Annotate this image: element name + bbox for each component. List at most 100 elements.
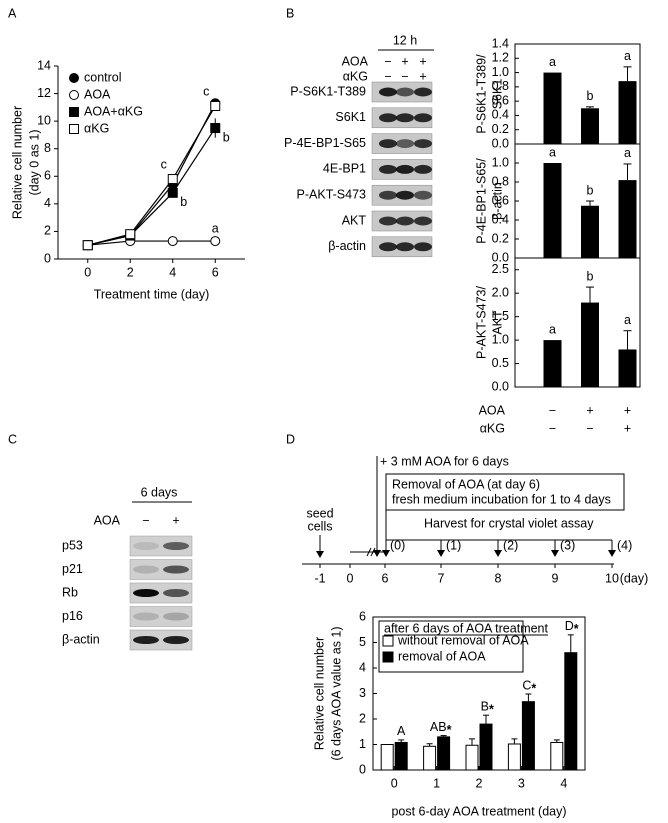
y-tick-label: 0.6 <box>492 193 509 207</box>
timeline-tick-label: 8 <box>495 571 502 585</box>
removal-box <box>385 473 625 511</box>
removal-text: fresh medium incubation for 1 to 4 days <box>392 492 611 506</box>
y-axis-label: β-actin <box>490 182 504 220</box>
point <box>210 236 221 247</box>
blot-time: 6 days <box>141 485 178 499</box>
blot-strip <box>129 535 193 557</box>
y-axis-label: AKT <box>490 310 504 335</box>
legend-label: control <box>84 70 122 84</box>
blot-band <box>133 565 159 574</box>
y-axis-label: (6 days AOA value as 1) <box>329 626 343 760</box>
condition-sign: + <box>624 403 631 417</box>
panel-label: B <box>286 6 294 20</box>
series-line <box>87 105 216 246</box>
blot-band <box>133 589 159 597</box>
y-tick-label: 2.5 <box>492 262 509 276</box>
blot-band <box>396 190 414 200</box>
legend-label: removal of AOA <box>398 649 486 663</box>
significance-letter: a <box>624 49 631 63</box>
y-axis-label: P-AKT-S473/ <box>474 286 488 359</box>
significance-star: * <box>489 702 494 716</box>
timeline-tick-label: 10 <box>605 571 619 585</box>
seed-label: cells <box>307 519 332 533</box>
bar <box>380 744 394 771</box>
blot-label: 4E-BP1 <box>323 162 366 176</box>
bar <box>550 741 564 771</box>
arrow-head <box>316 551 324 558</box>
arrow-head <box>382 550 390 557</box>
blot-band <box>379 139 397 149</box>
significance-letter: a <box>624 313 631 327</box>
blot-strip <box>129 629 193 651</box>
blot-band <box>396 113 414 123</box>
blot-label: S6K1 <box>335 110 366 124</box>
blot-band <box>163 636 189 644</box>
blot-band <box>396 216 414 226</box>
y-tick-label: 6 <box>359 609 366 623</box>
bar <box>465 744 479 771</box>
y-tick-label: 0.8 <box>492 174 509 188</box>
legend-swatch <box>382 651 394 663</box>
y-tick-label: 8 <box>44 141 51 155</box>
harvest-point: (4) <box>617 538 632 552</box>
timeline-tick-label: 0 <box>347 571 354 585</box>
harvest-label: Harvest for crystal violet assay <box>424 516 594 530</box>
y-tick-label: 3 <box>359 686 366 700</box>
blot-strip <box>129 606 193 627</box>
legend-label: αKG <box>84 121 109 135</box>
x-tick-label: 0 <box>391 776 398 790</box>
x-tick-label: 0 <box>84 265 91 279</box>
significance-letter: c <box>203 84 209 98</box>
blot-band <box>379 164 397 174</box>
blot-band <box>163 612 189 621</box>
blot-time: 12 h <box>393 33 417 47</box>
significance-letter: AB <box>430 720 447 734</box>
x-axis-label: Treatment time (day) <box>94 287 210 301</box>
timeline-tick-label: 7 <box>438 571 445 585</box>
significance-star: * <box>574 622 579 636</box>
blot-band <box>396 242 414 252</box>
harvest-point: (0) <box>390 538 405 552</box>
y-axis-label: Relative cell number <box>10 106 24 219</box>
y-tick-label: 4 <box>44 196 51 210</box>
significance-letter: A <box>397 724 406 738</box>
x-tick-label: 2 <box>127 265 134 279</box>
significance-letter: D <box>565 619 574 633</box>
significance-letter: a <box>549 145 556 159</box>
significance-letter: a <box>549 55 556 69</box>
blot-band <box>396 164 414 174</box>
point <box>125 229 136 240</box>
legend-label: without removal of AOA <box>397 633 529 647</box>
y-tick-label: 1.5 <box>492 309 509 323</box>
x-tick-label: 4 <box>169 265 176 279</box>
legend-title: after 6 days of AOA treatment <box>384 621 549 635</box>
y-tick-label: 0.5 <box>492 356 509 370</box>
bar <box>618 81 637 144</box>
blot-band <box>379 113 397 123</box>
arrow-head <box>551 550 559 557</box>
blot-band <box>379 190 397 200</box>
timeline-tick-label: 6 <box>382 571 389 585</box>
y-tick-label: 0.0 <box>492 250 509 264</box>
blot-band <box>133 636 159 644</box>
y-axis-label: Relative cell number <box>312 637 326 750</box>
x-tick-label: 3 <box>518 776 525 790</box>
break <box>366 547 372 557</box>
legend-marker <box>69 90 79 100</box>
bar <box>423 745 437 771</box>
y-axis-label: P-S6K1-T389/ <box>474 54 488 134</box>
y-tick-label: 14 <box>37 58 51 72</box>
x-axis-label: post 6-day AOA treatment (day) <box>391 804 566 818</box>
series-line <box>87 240 216 246</box>
plot-frame <box>514 257 641 388</box>
blot-label: p16 <box>62 609 83 623</box>
arrow-head <box>608 550 616 557</box>
y-tick-label: 2.0 <box>492 285 509 299</box>
legend-marker <box>69 73 79 83</box>
blot-band <box>163 542 189 550</box>
y-tick-label: 0 <box>359 762 366 776</box>
bar <box>507 743 521 771</box>
harvest-point: (1) <box>446 538 461 552</box>
bar <box>479 723 493 771</box>
legend-label: AOA+αKG <box>84 104 143 118</box>
